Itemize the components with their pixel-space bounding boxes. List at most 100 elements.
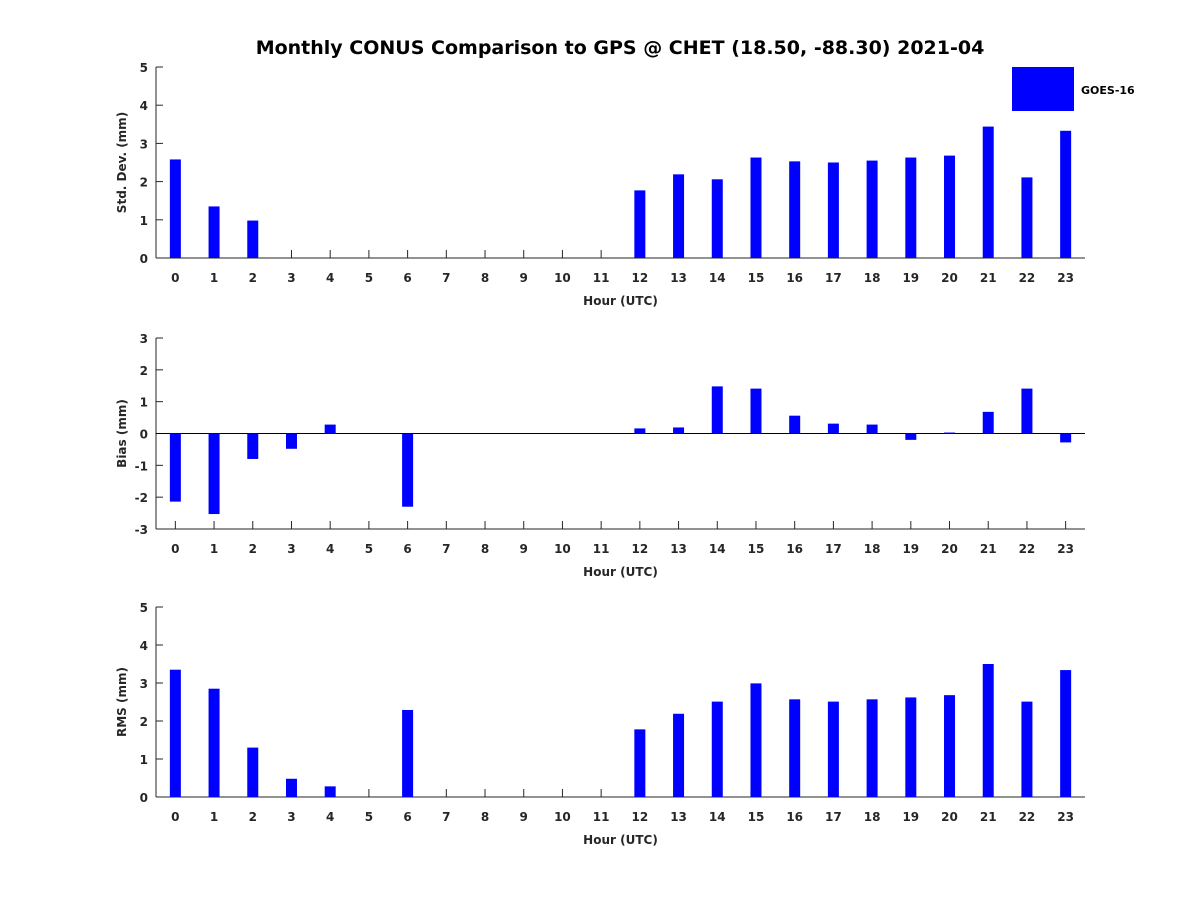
bar-hour-2 (247, 220, 259, 258)
x-tick-label: 14 (709, 271, 726, 285)
bar-hour-19 (905, 157, 917, 258)
x-tick-label: 15 (748, 271, 765, 285)
x-tick-label: 18 (864, 271, 881, 285)
x-tick-label: 1 (210, 271, 218, 285)
bar-hour-17 (827, 162, 839, 258)
legend: GOES-16 (1012, 67, 1135, 111)
bar-hour-17 (827, 701, 839, 797)
y-tick-label: 4 (140, 99, 148, 113)
bar-hour-16 (789, 161, 801, 258)
bar-hour-3 (285, 778, 297, 797)
y-tick-label: 3 (140, 332, 148, 346)
x-tick-label: 8 (481, 542, 489, 556)
bar-hour-0 (169, 159, 181, 258)
x-tick-label: 9 (520, 271, 528, 285)
x-tick-label: 0 (171, 810, 179, 824)
x-axis-label: Hour (UTC) (583, 565, 658, 579)
x-tick-label: 3 (287, 271, 295, 285)
y-tick-label: -3 (135, 523, 148, 537)
bar-hour-2 (247, 747, 259, 797)
x-tick-label: 6 (403, 810, 411, 824)
x-tick-label: 23 (1057, 810, 1074, 824)
x-tick-label: 13 (670, 542, 687, 556)
x-tick-label: 2 (249, 542, 257, 556)
x-tick-label: 15 (748, 542, 765, 556)
bar-hour-3 (285, 433, 297, 449)
x-tick-label: 12 (632, 542, 649, 556)
x-tick-label: 5 (365, 542, 373, 556)
x-tick-label: 23 (1057, 271, 1074, 285)
y-tick-label: 1 (140, 396, 148, 410)
x-tick-label: 22 (1019, 810, 1036, 824)
x-tick-label: 7 (442, 542, 450, 556)
bar-hour-4 (324, 424, 336, 434)
bar-hour-13 (673, 174, 685, 258)
bar-hour-1 (208, 433, 220, 515)
bar-hour-23 (1060, 670, 1072, 797)
bar-hour-16 (789, 415, 801, 434)
bar-hour-13 (673, 713, 685, 797)
x-tick-label: 1 (210, 810, 218, 824)
bar-hour-12 (634, 190, 646, 258)
y-tick-label: 0 (140, 428, 148, 442)
x-tick-label: 6 (403, 542, 411, 556)
y-tick-label: 2 (140, 176, 148, 190)
x-tick-label: 17 (825, 542, 842, 556)
x-tick-label: 10 (554, 810, 571, 824)
bar-hour-12 (634, 729, 646, 797)
legend-label-goes-16: GOES-16 (1081, 84, 1135, 97)
x-tick-label: 22 (1019, 271, 1036, 285)
bar-hour-22 (1021, 701, 1033, 797)
bar-hour-20 (944, 695, 956, 797)
x-tick-label: 16 (786, 271, 803, 285)
x-tick-label: 11 (593, 271, 610, 285)
x-tick-label: 10 (554, 271, 571, 285)
x-tick-label: 21 (980, 542, 997, 556)
x-tick-label: 14 (709, 810, 726, 824)
x-tick-label: 19 (902, 271, 919, 285)
chart-title: Monthly CONUS Comparison to GPS @ CHET (… (256, 37, 985, 59)
x-tick-label: 21 (980, 271, 997, 285)
y-tick-label: 4 (140, 639, 148, 653)
bar-hour-15 (750, 157, 762, 258)
bar-hour-6 (402, 709, 414, 797)
x-tick-label: 9 (520, 810, 528, 824)
x-tick-label: 16 (786, 810, 803, 824)
x-tick-label: 3 (287, 542, 295, 556)
x-tick-label: 20 (941, 810, 958, 824)
bar-hour-19 (905, 697, 917, 797)
y-tick-label: 1 (140, 214, 148, 228)
y-tick-label: 1 (140, 753, 148, 767)
x-tick-label: 11 (593, 542, 610, 556)
x-tick-label: 1 (210, 542, 218, 556)
y-tick-label: 3 (140, 137, 148, 151)
x-tick-label: 21 (980, 810, 997, 824)
x-tick-label: 15 (748, 810, 765, 824)
bar-hour-21 (982, 411, 994, 434)
x-tick-label: 4 (326, 542, 334, 556)
bar-hour-14 (711, 179, 723, 258)
y-tick-label: -1 (135, 459, 148, 473)
x-tick-label: 23 (1057, 542, 1074, 556)
bar-hour-17 (827, 423, 839, 434)
x-tick-label: 7 (442, 810, 450, 824)
bar-hour-15 (750, 388, 762, 434)
y-axis-label: Std. Dev. (mm) (115, 112, 129, 213)
bar-hour-23 (1060, 433, 1072, 443)
y-tick-label: 5 (140, 61, 148, 75)
x-tick-label: 3 (287, 810, 295, 824)
bar-hour-6 (402, 433, 414, 507)
y-tick-label: 2 (140, 364, 148, 378)
x-tick-label: 13 (670, 271, 687, 285)
bar-hour-12 (634, 428, 646, 434)
y-tick-label: 0 (140, 252, 148, 266)
bar-hour-14 (711, 386, 723, 434)
x-tick-label: 4 (326, 810, 334, 824)
legend-swatch-goes-16 (1012, 67, 1074, 111)
bar-hour-20 (944, 432, 956, 434)
